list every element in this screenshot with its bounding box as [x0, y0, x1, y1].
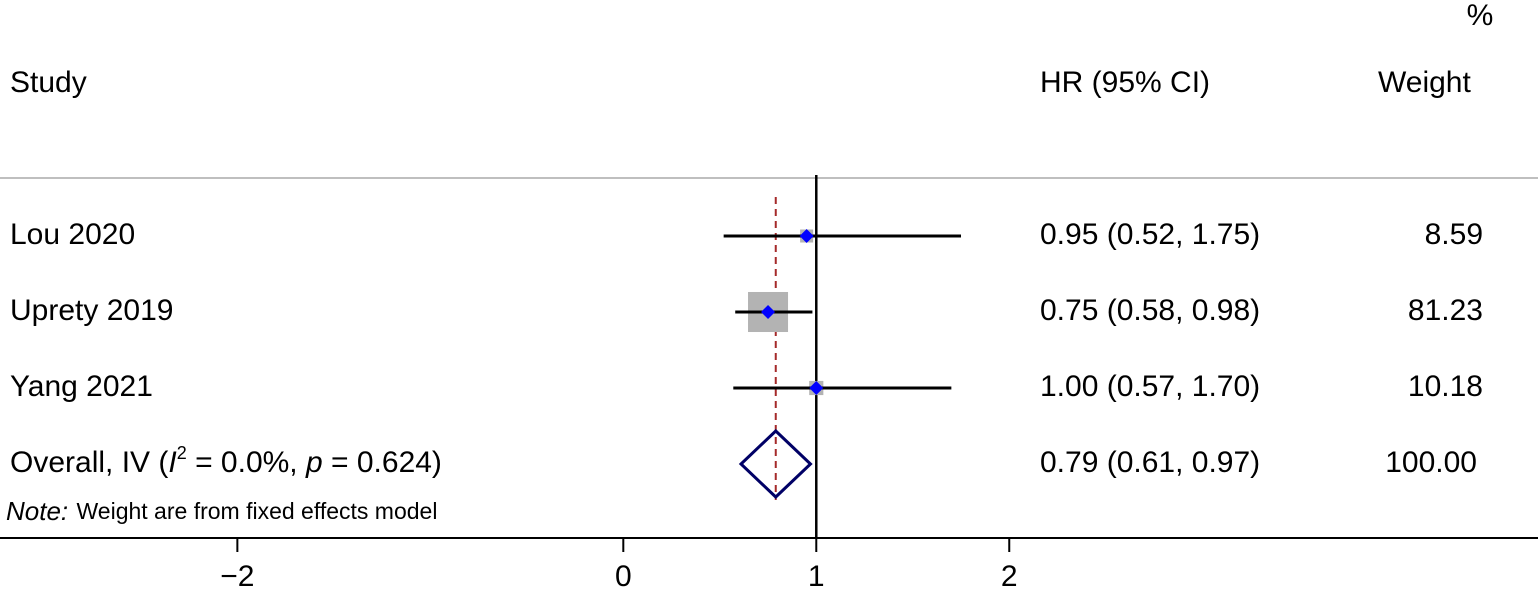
note-text: Weight are from fixed effects model [77, 498, 438, 524]
study-name: Lou 2020 [10, 218, 135, 251]
overall-label-part: = 0.624) [323, 446, 442, 479]
weight-label: 81.23 [1408, 294, 1483, 327]
effect-label: 0.95 (0.52, 1.75) [1040, 218, 1260, 251]
x-tick-label: 2 [1001, 560, 1018, 593]
study-header: Study [10, 66, 87, 99]
effect-label: 0.75 (0.58, 0.98) [1040, 294, 1260, 327]
note-prefix: Note: [6, 496, 68, 526]
point-estimate [809, 381, 824, 395]
x-tick-label: −2 [220, 560, 254, 593]
weight-label: 8.59 [1425, 218, 1483, 251]
effect-label: 0.79 (0.61, 0.97) [1040, 446, 1260, 479]
overall-label-part: = 0.0%, [187, 446, 306, 479]
overall-label: Overall, IV (I2 = 0.0%, p = 0.624) [10, 443, 442, 479]
weight-header: Weight [1378, 66, 1471, 99]
overall-diamond [738, 428, 813, 500]
weight-label: 10.18 [1408, 370, 1483, 403]
study-name: Yang 2021 [10, 370, 153, 403]
study-name: Uprety 2019 [10, 294, 173, 327]
x-tick-label: 1 [808, 560, 825, 593]
overall-label-part: 2 [177, 443, 187, 463]
effect-label: 1.00 (0.57, 1.70) [1040, 370, 1260, 403]
note: Note: Weight are from fixed effects mode… [6, 495, 437, 528]
point-estimate [761, 305, 776, 319]
weight-unit-header: % [1467, 0, 1494, 32]
point-estimate [799, 229, 814, 243]
weight-label: 100.00 [1385, 446, 1477, 479]
overall-label-part: I [168, 446, 176, 479]
overall-label-part: p [305, 446, 323, 479]
overall-label-part: Overall, IV ( [10, 446, 168, 479]
x-tick-label: 0 [615, 560, 632, 593]
effect-header: HR (95% CI) [1040, 66, 1210, 99]
